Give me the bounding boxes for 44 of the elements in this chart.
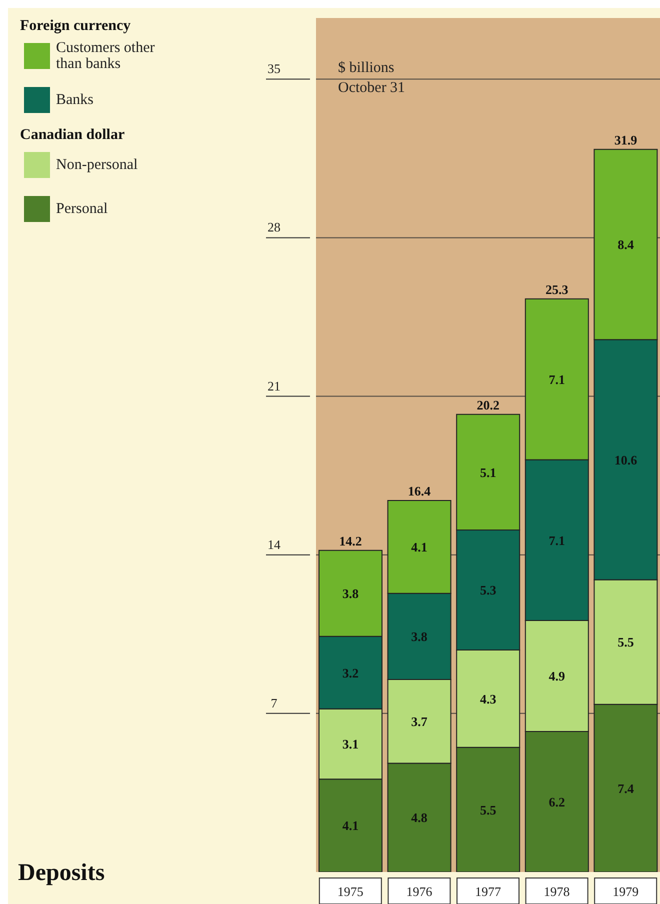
y-tick-label: 7 <box>270 695 278 710</box>
total-label: 25.3 <box>546 282 569 297</box>
x-tick-label: 1975 <box>337 884 364 899</box>
data-label: 4.1 <box>411 540 428 555</box>
legend-label: Customers other than banks <box>56 40 156 72</box>
legend-label: Banks <box>56 92 94 108</box>
data-label: 10.6 <box>614 452 638 468</box>
data-label: 4.3 <box>480 691 497 706</box>
text: Foreign currency <box>20 18 132 35</box>
data-label: 3.2 <box>342 665 359 680</box>
total-label: 31.9 <box>614 132 638 148</box>
x-tick-label: 1976 <box>406 884 433 899</box>
y-tick-label: 14 <box>268 536 281 552</box>
data-label: 7.1 <box>548 372 566 387</box>
data-label: 5.5 <box>618 634 634 650</box>
data-label: 4.8 <box>411 810 428 826</box>
y-tick-label: 28 <box>268 220 280 235</box>
data-label: 3.7 <box>411 714 428 729</box>
total-label: 16.4 <box>408 484 432 498</box>
data-label: 3.8 <box>342 586 360 601</box>
x-tick-label: 1979 <box>612 884 639 899</box>
x-tick-label: 1977 <box>475 884 502 899</box>
x-tick-label: 1978 <box>544 884 570 899</box>
data-label: 6.2 <box>548 794 566 810</box>
data-label: 4.1 <box>342 818 359 834</box>
text: October 31 <box>338 80 406 97</box>
data-label: 4.9 <box>548 668 566 684</box>
total-label: 20.2 <box>476 397 500 412</box>
y-tick-label: 21 <box>268 378 280 394</box>
data-label: 3.1 <box>342 736 359 752</box>
y-axis-title: $ billions <box>338 60 394 77</box>
total-label: 14.2 <box>339 533 362 548</box>
legend-label: Non-personal <box>56 157 139 173</box>
legend-label: Personal <box>56 201 109 217</box>
data-label: 5.5 <box>480 802 497 818</box>
data-label: 7.4 <box>618 780 634 796</box>
data-label: 5.3 <box>480 582 497 598</box>
data-label: 3.8 <box>411 629 428 644</box>
data-label: 8.4 <box>618 237 634 252</box>
text: Deposits <box>18 860 105 887</box>
data-label: 5.1 <box>480 464 496 480</box>
y-tick-label: 35 <box>268 61 280 76</box>
data-label: 7.1 <box>548 532 566 548</box>
text: Canadian dollar <box>20 127 126 144</box>
